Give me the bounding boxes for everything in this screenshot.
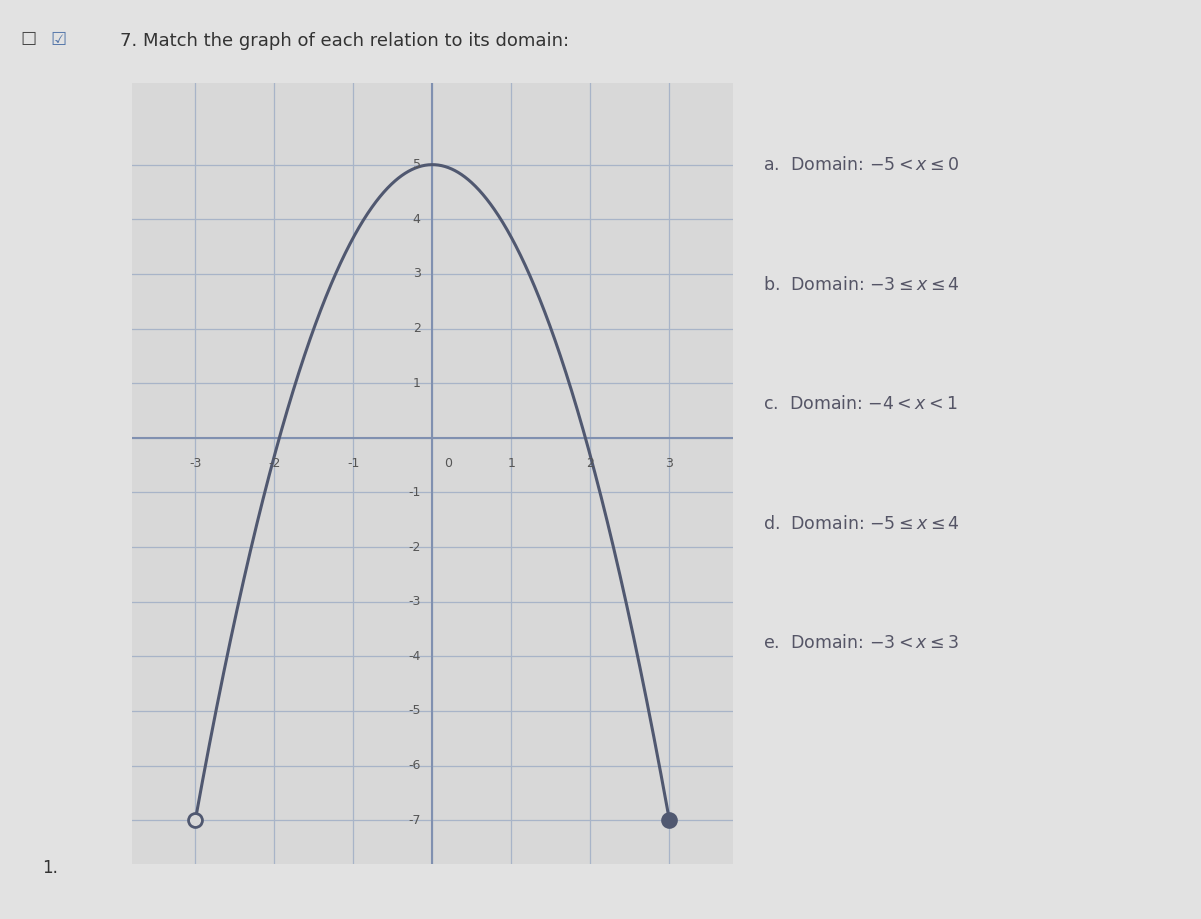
Text: d.  Domain: $-5 \leq x \leq 4$: d. Domain: $-5 \leq x \leq 4$ [763,515,960,533]
Text: -4: -4 [408,650,420,663]
Text: -1: -1 [408,486,420,499]
Text: 2: 2 [586,457,594,470]
Text: -3: -3 [189,457,202,470]
Text: 1: 1 [413,377,420,390]
Text: 0: 0 [444,457,453,470]
Text: 3: 3 [665,457,674,470]
Text: 4: 4 [413,213,420,226]
Text: -2: -2 [408,540,420,553]
Text: -1: -1 [347,457,359,470]
Text: -5: -5 [408,704,420,718]
Text: 2: 2 [413,322,420,335]
Text: e.  Domain: $-3 < x \leq 3$: e. Domain: $-3 < x \leq 3$ [763,634,958,652]
Text: 1: 1 [508,457,515,470]
Text: -3: -3 [408,596,420,608]
Text: 5: 5 [412,158,420,171]
Text: ☐: ☐ [20,31,36,50]
Text: c.  Domain: $-4 < x < 1$: c. Domain: $-4 < x < 1$ [763,395,957,414]
Text: -6: -6 [408,759,420,772]
Text: a.  Domain: $-5 < x \leq 0$: a. Domain: $-5 < x \leq 0$ [763,156,960,175]
Text: 3: 3 [413,267,420,280]
Text: ☑: ☑ [50,31,66,50]
Text: 7. Match the graph of each relation to its domain:: 7. Match the graph of each relation to i… [120,32,569,51]
Text: b.  Domain: $-3 \leq x \leq 4$: b. Domain: $-3 \leq x \leq 4$ [763,276,960,294]
Text: 1.: 1. [42,859,58,878]
Text: -2: -2 [268,457,281,470]
Text: -7: -7 [408,813,420,827]
